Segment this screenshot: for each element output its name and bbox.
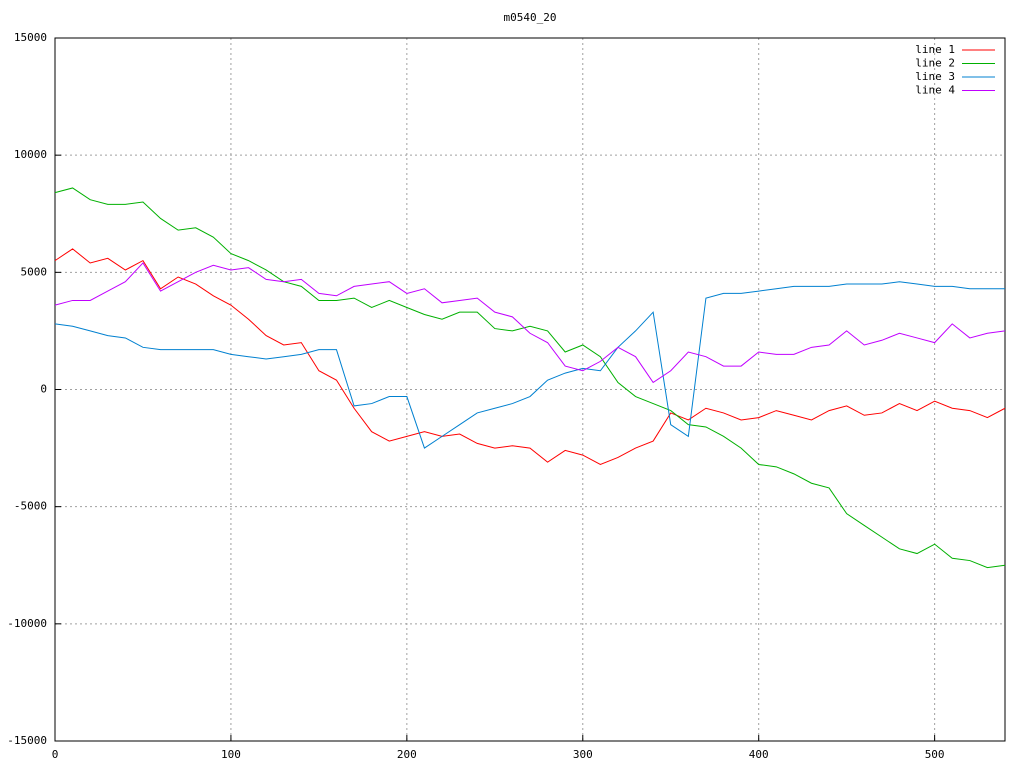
y-tick-label: 0 [40,383,47,396]
y-tick-label: -10000 [7,617,47,630]
data-line [54,262,1006,384]
legend-label: line 4 [915,84,955,97]
y-tick-label: 15000 [14,31,47,44]
plot-frame [54,37,1006,742]
data-line [54,248,1006,466]
y-tick-label: -15000 [7,734,47,747]
legend-label: line 2 [915,57,955,70]
legend-label: line 1 [915,43,955,56]
x-tick-label: 300 [573,748,593,761]
y-tick-label: 5000 [21,265,48,278]
legend-label: line 3 [915,70,955,83]
chart-title: m0540_20 [504,11,557,24]
data-line [54,187,1006,569]
x-tick-label: 200 [397,748,417,761]
x-tick-label: 500 [925,748,945,761]
y-tick-label: 10000 [14,148,47,161]
x-tick-label: 400 [749,748,769,761]
data-line [54,281,1005,449]
x-tick-label: 0 [52,748,59,761]
x-tick-label: 100 [221,748,241,761]
y-tick-label: -5000 [14,500,47,513]
